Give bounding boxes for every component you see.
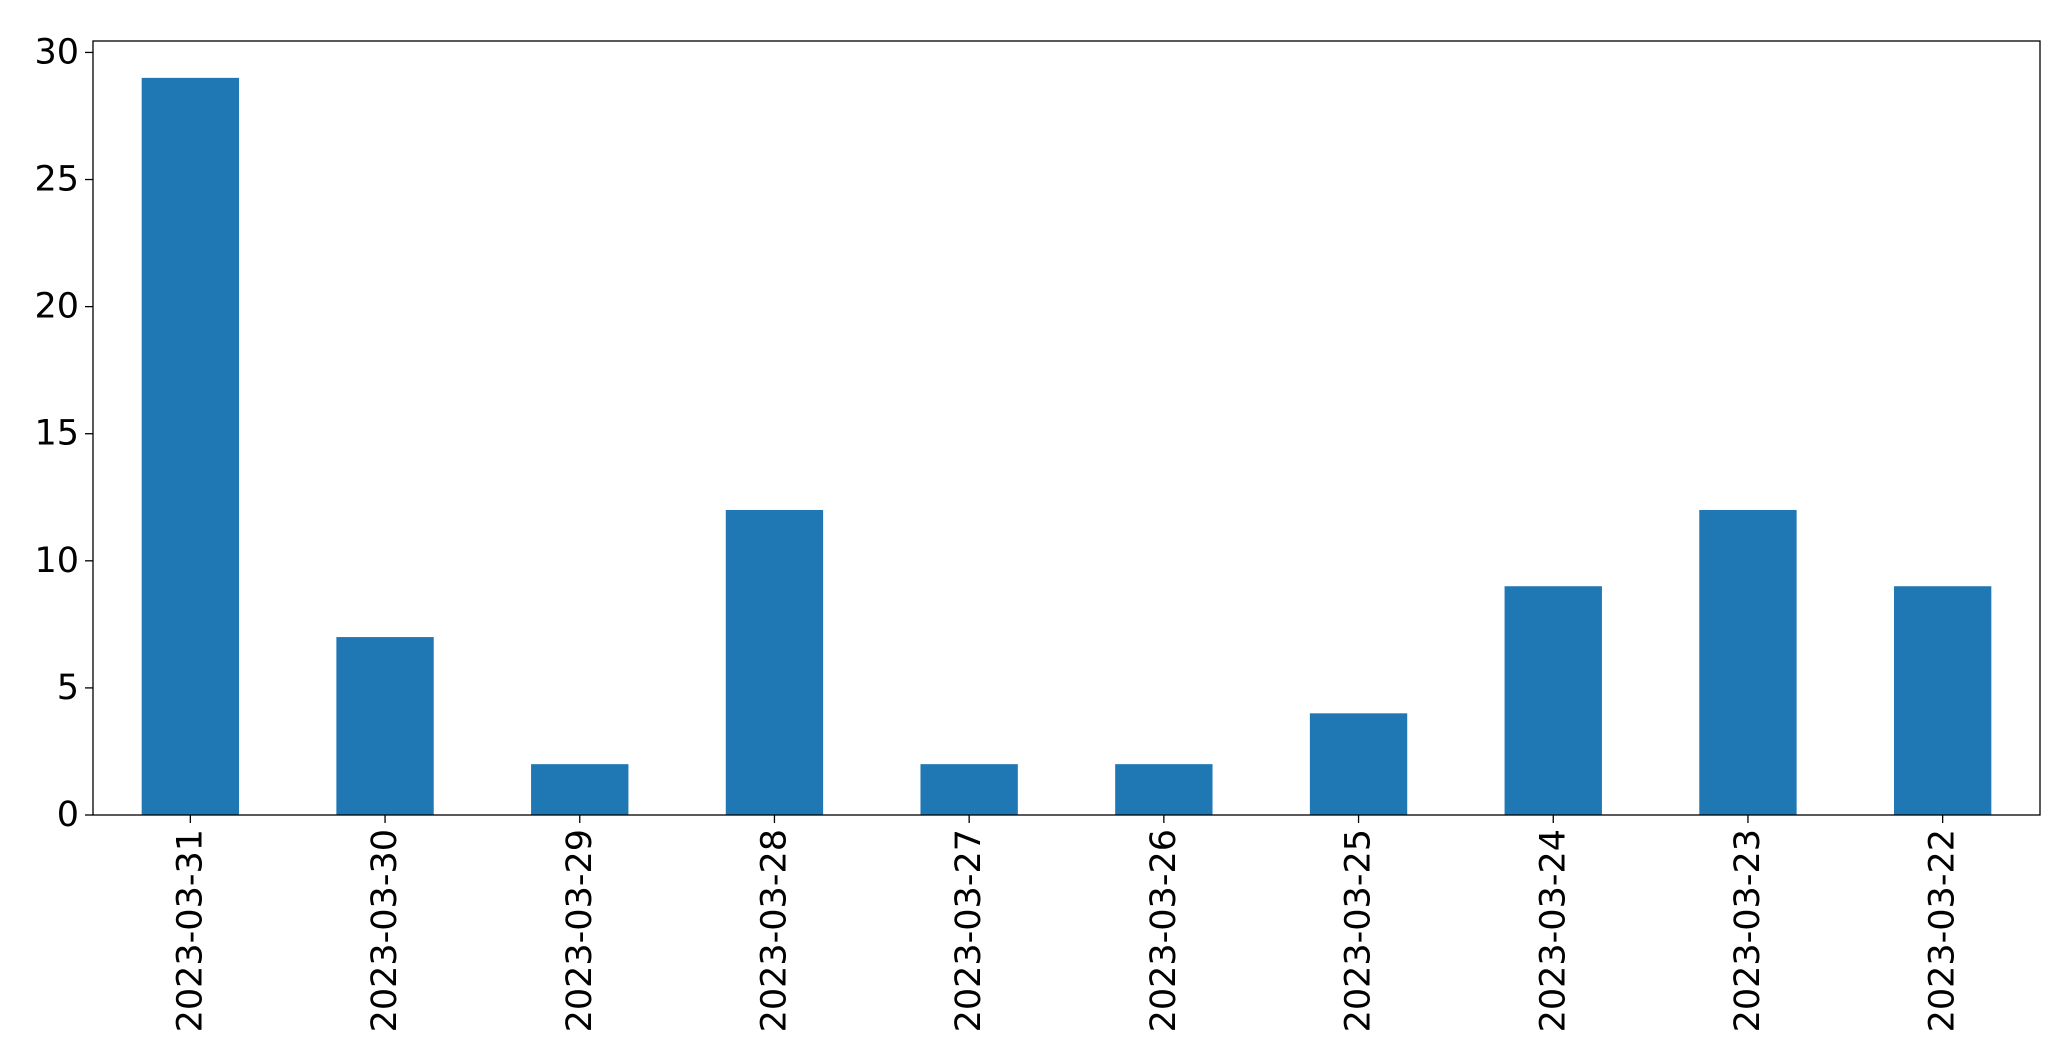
y-tick-label: 20 — [34, 287, 79, 327]
x-tick-label: 2023-03-24 — [1533, 829, 1573, 1032]
y-tick-label: 25 — [34, 160, 79, 200]
bar-2023-03-24 — [1505, 586, 1602, 815]
bar-2023-03-25 — [1310, 713, 1407, 815]
bar-2023-03-30 — [336, 637, 433, 815]
bar-2023-03-26 — [1115, 764, 1212, 815]
bar-2023-03-28 — [726, 510, 823, 815]
y-tick-label: 0 — [57, 795, 79, 835]
x-tick-label: 2023-03-22 — [1923, 829, 1963, 1032]
y-axis-ticks: 0 5 10 15 20 25 30 — [34, 32, 93, 835]
bars-layer — [142, 78, 1992, 815]
y-tick-label: 5 — [57, 668, 79, 708]
x-tick-label: 2023-03-28 — [754, 829, 794, 1032]
bar-2023-03-27 — [920, 764, 1017, 815]
y-tick-label: 30 — [34, 32, 79, 72]
x-tick-label: 2023-03-30 — [365, 829, 405, 1032]
x-tick-label: 2023-03-25 — [1339, 829, 1379, 1032]
y-tick-label: 10 — [34, 541, 79, 581]
x-axis-ticks: 2023-03-31 2023-03-30 2023-03-29 2023-03-28… — [170, 815, 1962, 1032]
x-tick-label: 2023-03-27 — [949, 829, 989, 1032]
x-tick-label: 2023-03-29 — [560, 829, 600, 1032]
x-tick-label: 2023-03-23 — [1728, 829, 1768, 1032]
y-tick-label: 15 — [34, 414, 79, 454]
bar-2023-03-31 — [142, 78, 239, 815]
bar-2023-03-23 — [1699, 510, 1796, 815]
bar-2023-03-29 — [531, 764, 628, 815]
x-tick-label: 2023-03-31 — [170, 829, 210, 1032]
bar-2023-03-22 — [1894, 586, 1991, 815]
x-tick-label: 2023-03-26 — [1144, 829, 1184, 1032]
